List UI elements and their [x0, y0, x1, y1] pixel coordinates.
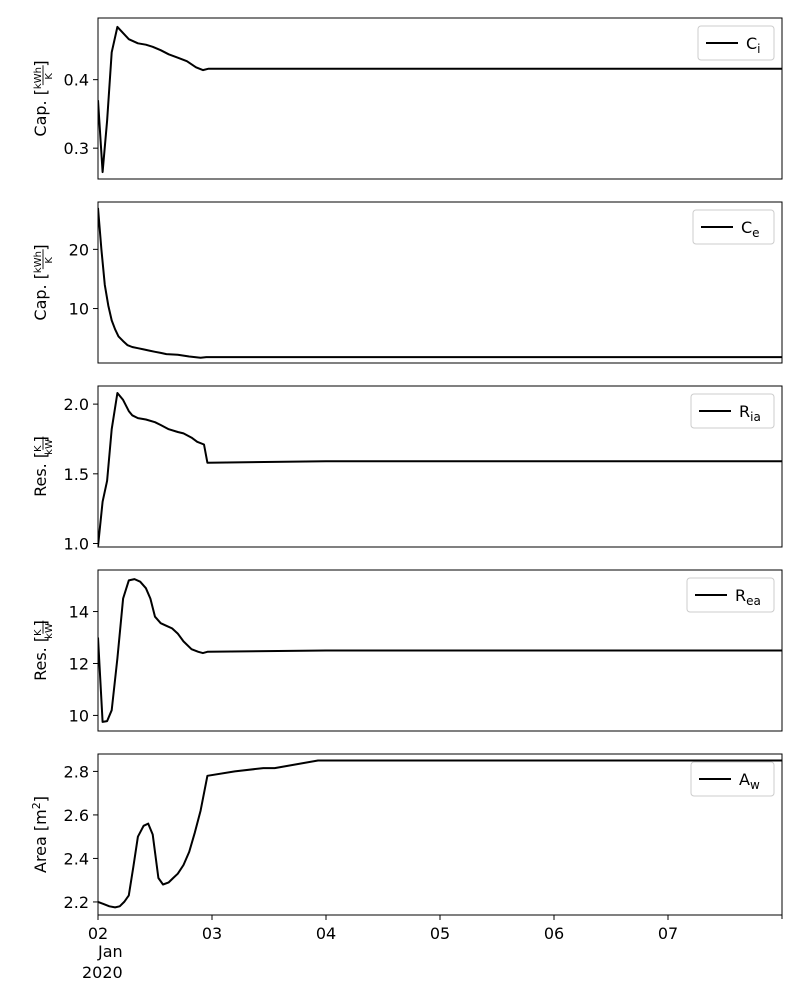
y-tick-label: 2.4 — [64, 849, 89, 868]
legend-box — [692, 209, 775, 245]
x-tick-label: 06 — [544, 924, 564, 943]
chart-panel-1: 0.3 0.4 Cap. [kWhK] Ci — [31, 17, 783, 180]
series-line — [98, 25, 782, 174]
x-tick-label: 02 — [88, 924, 108, 943]
y-tick-label: 2.2 — [64, 893, 89, 912]
legend-box — [686, 577, 775, 613]
x-tick-label: 03 — [202, 924, 222, 943]
y-tick-label: 10 — [69, 706, 89, 725]
y-tick-label: 12 — [69, 654, 89, 673]
legend-label: Rea — [735, 586, 761, 608]
axes-frame — [97, 17, 783, 180]
legend-label: Ci — [746, 34, 761, 56]
x-tick-label: 05 — [430, 924, 450, 943]
x-tick-label: 07 — [658, 924, 678, 943]
y-tick-label: 1.5 — [64, 465, 89, 484]
x-month-label: Jan — [97, 942, 123, 961]
y-tick-label: 2.0 — [64, 395, 89, 414]
chart-panel-5: 2.2 2.4 2.6 2.8 Area [m2] Aw — [30, 753, 783, 916]
y-axis-label: Cap. [kWhK] — [31, 60, 55, 136]
legend-label: Ria — [739, 402, 761, 424]
chart-panel-3: 1.0 1.5 2.0 Res. [KkW] Ria — [31, 385, 783, 554]
legend: Aw — [690, 761, 775, 797]
y-tick-label: 20 — [69, 240, 89, 259]
legend: Ci — [697, 25, 775, 61]
y-tick-label: 2.6 — [64, 806, 89, 825]
legend: Ce — [692, 209, 775, 245]
legend: Ria — [690, 393, 775, 429]
y-axis-label: Res. [KkW] — [31, 620, 55, 681]
y-tick-label: 14 — [69, 603, 89, 622]
y-tick-label: 0.3 — [64, 139, 89, 158]
y-axis-label: Cap. [kWhK] — [31, 244, 55, 320]
axes-frame — [97, 569, 783, 732]
y-tick-label: 0.4 — [64, 71, 89, 90]
legend-box — [690, 393, 775, 429]
legend-label: Ce — [741, 218, 760, 240]
legend: Rea — [686, 577, 775, 613]
legend-label: Aw — [739, 770, 760, 792]
y-axis-label: Area [m2] — [30, 796, 50, 873]
legend-box — [690, 761, 775, 797]
series-line — [98, 759, 782, 909]
chart-panel-2: 10 20 Cap. [kWhK] Ce — [31, 201, 783, 364]
y-tick-label: 1.0 — [64, 535, 89, 554]
axes-frame — [97, 385, 783, 548]
series-line — [98, 578, 782, 723]
y-tick-label: 2.8 — [64, 762, 89, 781]
axes-frame — [97, 201, 783, 364]
y-axis-label: Res. [KkW] — [31, 436, 55, 497]
x-tick-label: 04 — [316, 924, 336, 943]
x-year-label: 2020 — [82, 963, 123, 982]
series-line — [98, 392, 782, 547]
chart-panel-4: 10 12 14 Res. [KkW] Rea — [31, 569, 783, 732]
series-line — [98, 207, 782, 359]
x-axis: Jan 2020 02 03 04 05 06 07 — [82, 915, 783, 982]
y-tick-label: 10 — [69, 300, 89, 319]
